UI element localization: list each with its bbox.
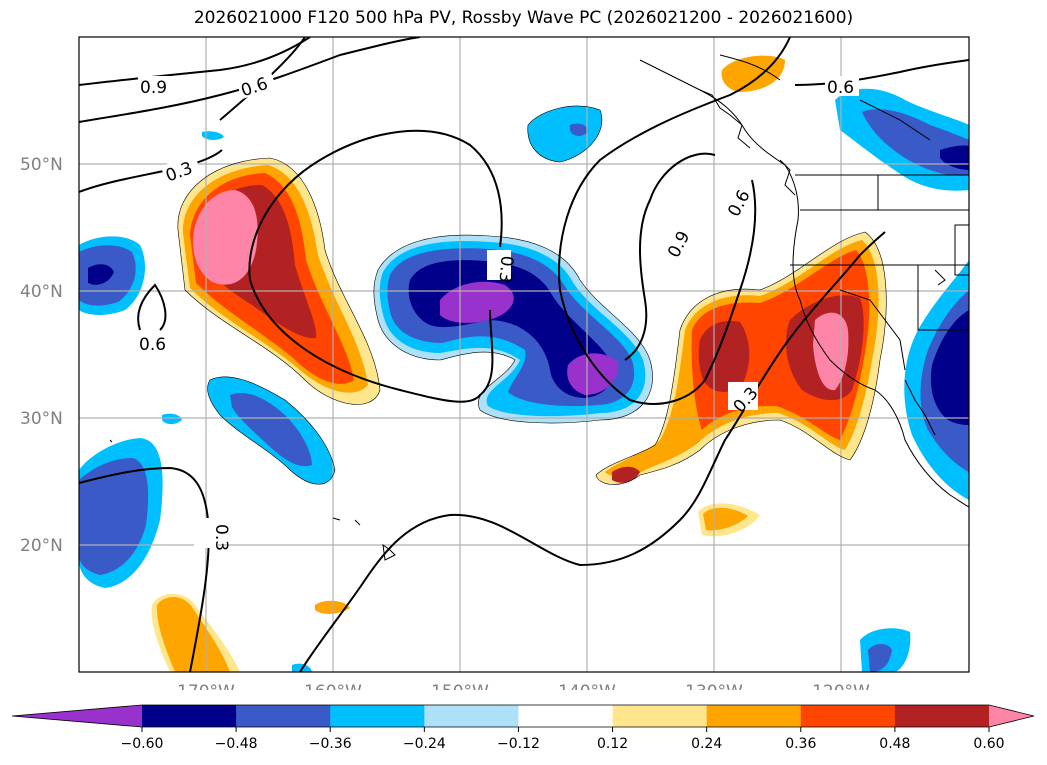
- lon-label: 140°W: [558, 682, 616, 690]
- latitude-labels: 20°N 30°N 40°N 50°N: [20, 155, 63, 556]
- lon-label: 150°W: [431, 682, 489, 690]
- colorbar-ticks: −0.60 −0.48 −0.36 −0.24 −0.12 0.12 0.24 0.36 0.4…: [121, 727, 1005, 752]
- contour-label: 0.9: [140, 78, 167, 98]
- colorbar-tick-label: 0.60: [973, 736, 1004, 752]
- colorbar-tick-label: 0.24: [691, 736, 722, 752]
- colorbar-segments: [11, 704, 1035, 728]
- pv-outlines: [177, 105, 887, 485]
- contour-label: 0.6: [827, 78, 854, 98]
- colorbar-segment: [706, 705, 802, 727]
- lon-label: 120°W: [812, 682, 870, 690]
- lat-label: 40°N: [20, 282, 63, 302]
- lon-label: 160°W: [304, 682, 362, 690]
- pc-contours: [79, 37, 969, 672]
- colorbar-extend-low: [12, 705, 142, 727]
- colorbar: −0.60 −0.48 −0.36 −0.24 −0.12 0.12 0.24 0.36 0.4…: [11, 704, 1035, 752]
- colorbar-tick-label: 0.36: [785, 736, 816, 752]
- longitude-labels: 170°W 160°W 150°W 140°W 130°W 120°W: [177, 682, 870, 690]
- colorbar-tick-label: −0.48: [215, 736, 258, 752]
- colorbar-extend-high: [989, 705, 1034, 727]
- colorbar-tick-label: −0.60: [121, 736, 164, 752]
- colorbar-tick-label: −0.12: [497, 736, 540, 752]
- colorbar-segment: [800, 705, 896, 727]
- coastlines: [109, 54, 969, 561]
- colorbar-tick-label: −0.36: [309, 736, 352, 752]
- contour-label: 0.3: [211, 524, 231, 551]
- graticule: [79, 37, 969, 672]
- colorbar-tick-label: 0.12: [597, 736, 628, 752]
- colorbar-segment: [142, 705, 237, 727]
- lat-label: 20°N: [20, 536, 63, 556]
- colorbar-segment: [424, 705, 519, 727]
- lon-label: 170°W: [177, 682, 235, 690]
- map-frame: [78, 36, 970, 673]
- colorbar-tick-label: −0.24: [403, 736, 446, 752]
- lat-label: 50°N: [20, 155, 63, 175]
- colorbar-tick-label: 0.48: [879, 736, 910, 752]
- colorbar-segment: [330, 705, 425, 727]
- contour-label: 0.3: [494, 255, 516, 284]
- lat-label: 30°N: [20, 409, 63, 429]
- colorbar-segment: [894, 705, 990, 727]
- map-title: 2026021000 F120 500 hPa PV, Rossby Wave …: [193, 8, 854, 28]
- colorbar-segment: [612, 705, 708, 727]
- colorbar-segment: [236, 705, 331, 727]
- colorbar-segment: [518, 705, 614, 727]
- lon-label: 130°W: [685, 682, 743, 690]
- contour-label: 0.6: [139, 335, 166, 355]
- pv-map[interactable]: 0.9 0.6 0.3 0.6 0.3 0.9 0.6 0.6 0.3 0.3 …: [0, 0, 1047, 690]
